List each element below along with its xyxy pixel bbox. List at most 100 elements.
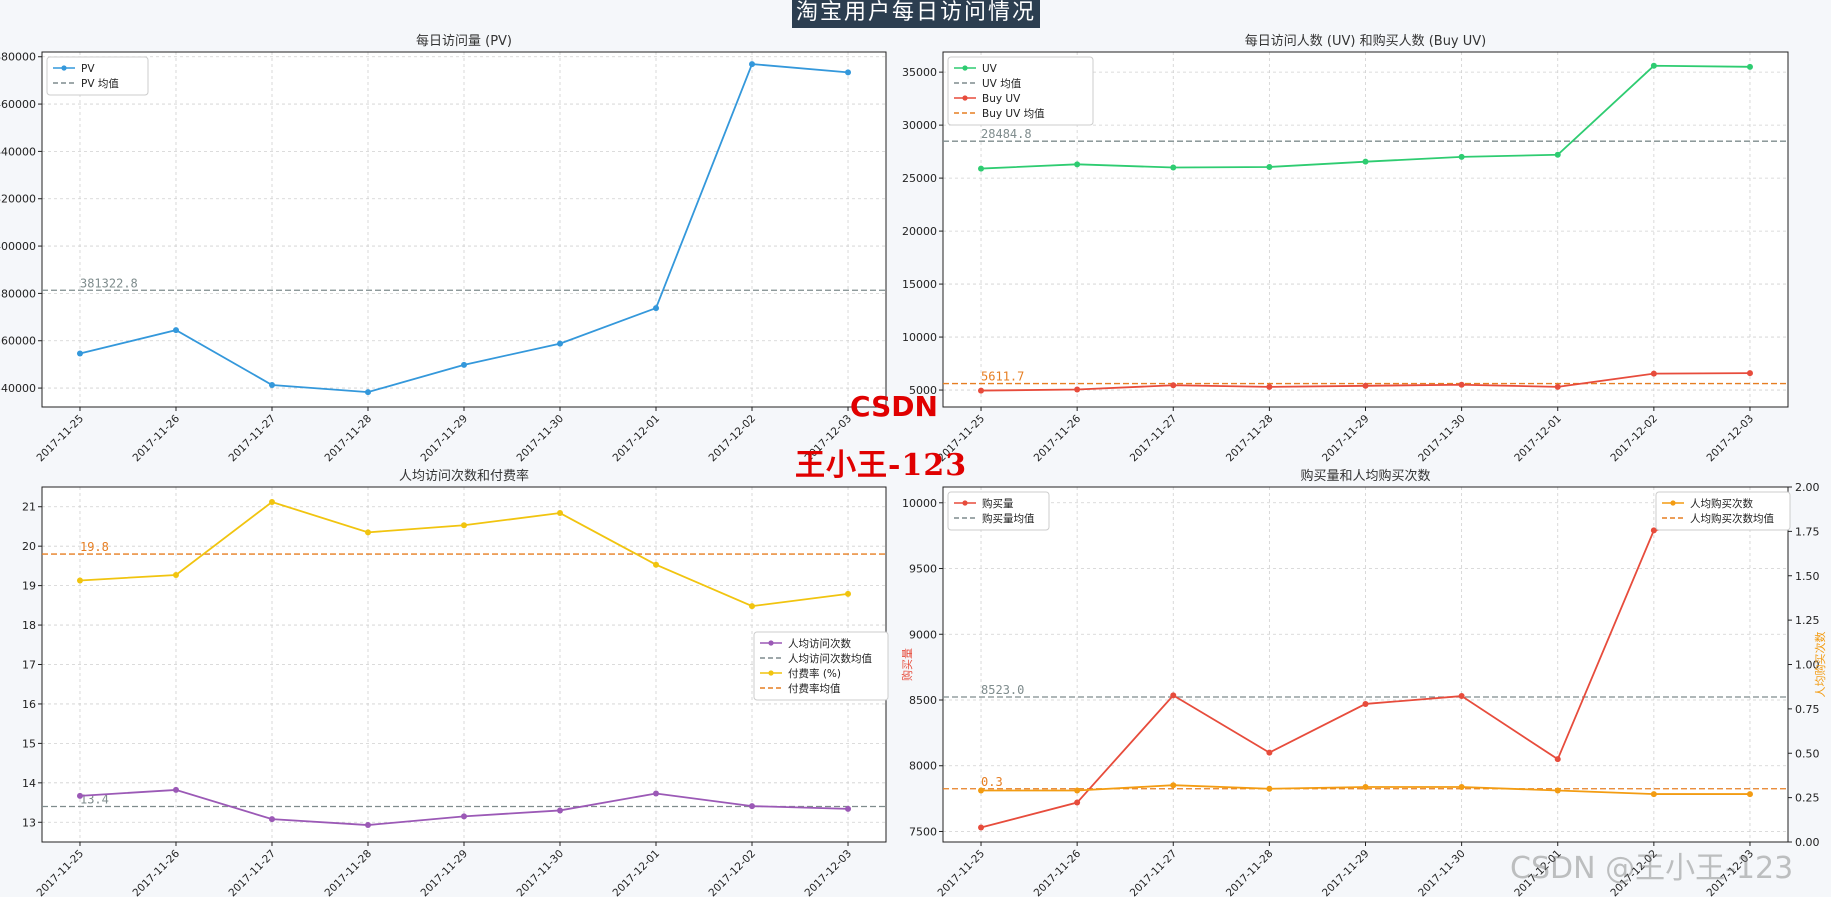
data-point bbox=[364, 389, 371, 396]
data-point bbox=[1074, 161, 1081, 168]
y-tick-label: 8000 bbox=[909, 760, 937, 773]
data-point bbox=[1554, 756, 1561, 763]
y-tick-label: 480000 bbox=[0, 51, 36, 64]
data-point bbox=[268, 498, 275, 505]
mean-label: 8523.0 bbox=[981, 683, 1024, 697]
chart-title: 每日访问人数 (UV) 和购买人数 (Buy UV) bbox=[1245, 33, 1486, 49]
y2-tick-label: 1.25 bbox=[1795, 614, 1820, 627]
data-point bbox=[1170, 164, 1177, 171]
data-point bbox=[653, 790, 660, 797]
x-tick-label: 2017-12-01 bbox=[610, 848, 662, 897]
data-point bbox=[1074, 386, 1081, 393]
y-tick-label: 35000 bbox=[902, 66, 937, 79]
data-point bbox=[978, 824, 985, 831]
y2-tick-label: 0.75 bbox=[1795, 703, 1820, 716]
y-tick-label: 10000 bbox=[902, 497, 937, 510]
data-point bbox=[1650, 791, 1657, 798]
y-tick-label: 15000 bbox=[902, 278, 937, 291]
data-point bbox=[461, 813, 467, 820]
y-tick-label: 5000 bbox=[909, 384, 937, 397]
y2-tick-label: 2.00 bbox=[1795, 481, 1820, 494]
y-tick-label: 14 bbox=[22, 777, 36, 790]
x-tick-label: 2017-11-26 bbox=[130, 412, 182, 464]
data-point bbox=[1650, 527, 1657, 534]
legend-label: 人均购买次数 bbox=[1690, 497, 1753, 510]
data-point bbox=[76, 792, 83, 799]
y-tick-label: 360000 bbox=[0, 335, 36, 348]
data-point bbox=[1074, 787, 1081, 794]
chart-panel-purchases: 购买量和人均购买次数 7500 8000 8500 9000 9500 10000 0.00 0… bbox=[900, 468, 1827, 897]
figure-title: 淘宝用户每日访问情况 bbox=[792, 0, 1040, 28]
x-tick-label: 2017-11-26 bbox=[1032, 412, 1084, 464]
x-tick-label: 2017-11-25 bbox=[936, 848, 988, 897]
data-point bbox=[1170, 782, 1177, 789]
data-point bbox=[172, 786, 179, 793]
mean-label: 0.3 bbox=[981, 775, 1003, 789]
mean-label: 5611.7 bbox=[981, 370, 1024, 384]
legend-marker bbox=[61, 65, 67, 71]
data-point bbox=[978, 787, 985, 794]
data-point bbox=[461, 522, 467, 529]
y2-tick-label: 0.25 bbox=[1795, 792, 1820, 805]
legend-label: 人均访问次数均值 bbox=[788, 652, 872, 665]
chart-title: 人均访问次数和付费率 bbox=[399, 468, 529, 484]
y-tick-label: 17 bbox=[22, 659, 36, 672]
data-point bbox=[557, 807, 564, 814]
x-tick-label: 2017-11-29 bbox=[1320, 413, 1372, 465]
y2-tick-label: 1.00 bbox=[1795, 659, 1820, 672]
x-tick-label: 2017-11-25 bbox=[34, 848, 86, 897]
data-point bbox=[76, 577, 83, 584]
y-tick-label: 21 bbox=[22, 501, 36, 514]
legend-marker bbox=[768, 670, 774, 676]
watermark-corner: CSDN @王小王-123 bbox=[1510, 851, 1794, 886]
y-tick-label: 30000 bbox=[902, 119, 937, 132]
x-tick-label: 2017-11-27 bbox=[1128, 848, 1180, 897]
data-point bbox=[1458, 381, 1465, 388]
data-point bbox=[1266, 383, 1273, 390]
data-point bbox=[172, 571, 179, 578]
legend-label: 付费率均值 bbox=[788, 682, 841, 695]
data-point bbox=[845, 805, 852, 812]
chart-title: 每日访问量 (PV) bbox=[416, 33, 512, 49]
x-tick-label: 2017-12-03 bbox=[803, 848, 855, 897]
legend-label: PV 均值 bbox=[81, 77, 119, 90]
data-point bbox=[1266, 785, 1273, 792]
data-point bbox=[1554, 787, 1561, 794]
data-point bbox=[1650, 62, 1657, 69]
y-tick-label: 400000 bbox=[0, 240, 36, 253]
legend-marker bbox=[1670, 500, 1676, 506]
data-point bbox=[749, 603, 756, 610]
data-point bbox=[1362, 783, 1369, 790]
data-point bbox=[76, 350, 83, 357]
data-point bbox=[1746, 63, 1753, 70]
data-point bbox=[1266, 163, 1273, 170]
data-point bbox=[1074, 799, 1081, 806]
legend-marker bbox=[962, 65, 968, 71]
x-tick-label: 2017-11-27 bbox=[226, 413, 278, 465]
legend-label: UV 均值 bbox=[982, 77, 1022, 90]
x-tick-label: 2017-11-28 bbox=[1224, 848, 1276, 897]
x-tick-label: 2017-12-03 bbox=[1704, 413, 1756, 465]
y-tick-label: 340000 bbox=[0, 382, 36, 395]
y-tick-label: 15 bbox=[22, 737, 36, 750]
data-point bbox=[845, 590, 852, 597]
data-point bbox=[653, 305, 660, 312]
data-point bbox=[1746, 791, 1753, 798]
watermark-csdn: CSDN bbox=[850, 390, 938, 423]
y-tick-label: 8500 bbox=[909, 694, 937, 707]
legend-box bbox=[46, 56, 149, 96]
data-point bbox=[1458, 153, 1465, 160]
data-point bbox=[1650, 370, 1657, 377]
data-point bbox=[1362, 700, 1369, 707]
legend-label: Buy UV bbox=[982, 93, 1021, 105]
data-point bbox=[172, 327, 179, 334]
y2-tick-label: 0.00 bbox=[1795, 836, 1820, 849]
x-tick-label: 2017-11-30 bbox=[514, 413, 566, 465]
data-point bbox=[845, 69, 852, 76]
data-point bbox=[1170, 692, 1177, 699]
x-tick-label: 2017-11-26 bbox=[1032, 847, 1084, 897]
data-point bbox=[653, 561, 660, 568]
legend-box bbox=[947, 491, 1050, 531]
y-tick-label: 380000 bbox=[0, 287, 36, 300]
y2-axis-label: 人均购买次数 bbox=[1813, 632, 1827, 698]
